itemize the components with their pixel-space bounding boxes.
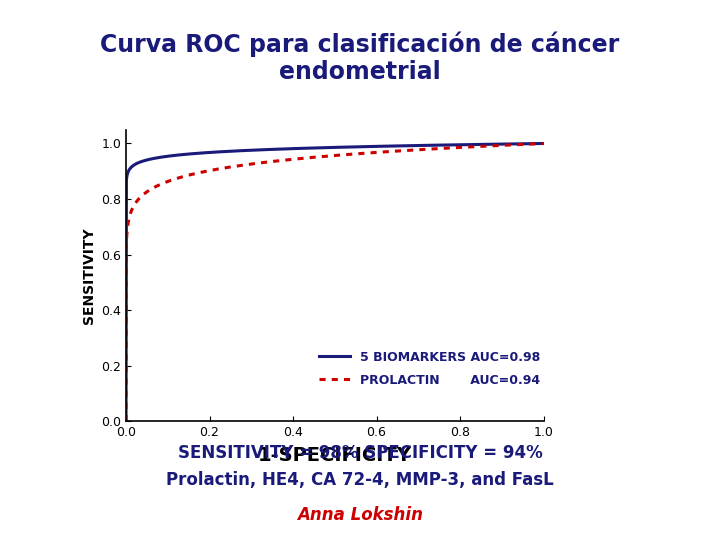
Text: Curva ROC para clasificación de cáncer: Curva ROC para clasificación de cáncer [100,31,620,57]
Text: SENSITIVITY = 98% SPECIFICITY = 94%: SENSITIVITY = 98% SPECIFICITY = 94% [178,444,542,462]
X-axis label: 1-SPECIFICITY: 1-SPECIFICITY [258,446,412,465]
Legend: 5 BIOMARKERS AUC=0.98, PROLACTIN       AUC=0.94: 5 BIOMARKERS AUC=0.98, PROLACTIN AUC=0.9… [314,346,546,392]
Y-axis label: SENSITIVITY: SENSITIVITY [81,227,96,323]
Text: Anna Lokshin: Anna Lokshin [297,506,423,524]
Text: Prolactin, HE4, CA 72-4, MMP-3, and FasL: Prolactin, HE4, CA 72-4, MMP-3, and FasL [166,471,554,489]
Text: endometrial: endometrial [279,60,441,84]
